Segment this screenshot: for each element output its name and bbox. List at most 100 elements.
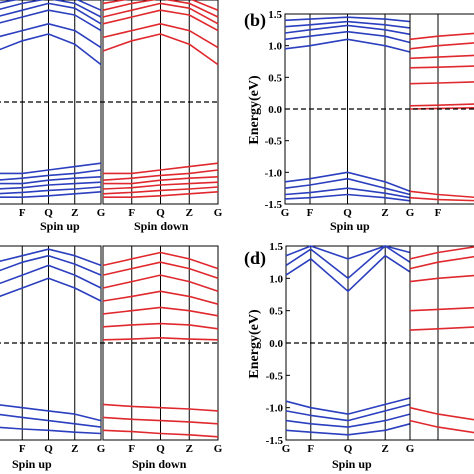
panel-a-up-band-2 [0, 0, 102, 18]
panel-d-down-band-5 [409, 406, 474, 421]
panel-a-down-band-9 [102, 181, 219, 190]
panel-c-up-band-2 [0, 264, 102, 289]
panel-a-up-band-3 [0, 0, 102, 11]
panel-c-down-kpoint-label: Z [186, 443, 193, 455]
panel-b-up-band-0 [284, 16, 411, 23]
panel-b-y-tick-label: 0.5 [268, 72, 282, 84]
panel-a-up-band-9 [0, 181, 102, 190]
panel-a-spin-down-label: Spin down [134, 219, 189, 233]
panel-a-down-kpoint-label: F [128, 207, 135, 219]
panel-d-down-band-4 [409, 326, 474, 331]
panel-b-y-axis-label: Energy(eV) [247, 75, 262, 145]
panel-b-up-band-8 [284, 193, 411, 202]
panel-d-up-kpoint-label: G [282, 443, 291, 455]
panel-a-down-band-0 [102, 9, 219, 32]
panel-b-y-tick-label: -1.0 [265, 167, 283, 179]
panel-b-up-band-3 [284, 30, 411, 44]
panel-b-up-kpoint-label: Z [381, 207, 388, 219]
panel-c-up-band-1 [0, 254, 102, 276]
panel-d-up-kpoint-label: G [406, 443, 415, 455]
panel-c-up-band-6 [0, 426, 102, 435]
panel-c-up-band-4 [0, 404, 102, 422]
panel-d-down-band-3 [409, 306, 474, 312]
panel-b-y-tick-label: 1.5 [268, 9, 282, 21]
panel-d: G F Q Z G-1.5-1.0-0.50.00.51.01.5 [266, 241, 474, 455]
panel-a-down-band-11 [103, 191, 219, 198]
panel-c-down-kpoint-label: Q [156, 443, 165, 455]
panel-c-up-kpoint-label: F [19, 443, 26, 455]
panel-c-down-band-9 [102, 429, 219, 438]
panel-a-up-band-5 [0, 22, 102, 49]
panel-c-up-kpoint-label: G [97, 443, 106, 455]
panel-d-y-tick-label: -1.0 [266, 403, 284, 415]
panel-c-up-band-0 [0, 248, 102, 267]
panel-d-down-band-6 [409, 419, 474, 434]
panel-b-y-tick-label: -1.5 [265, 199, 283, 211]
panel-a-up-band-6 [0, 162, 102, 175]
panel-b-label: (b) [244, 10, 266, 31]
panel-b-up-band-4 [284, 38, 411, 53]
panel-a-up-band-1 [0, 2, 102, 25]
panel-d-up-kpoint-label: F [307, 443, 314, 455]
panel-c-down-band-1 [102, 261, 219, 280]
panel-d-up-band-6 [285, 423, 411, 436]
panel-c-up-kpoint-label: Q [44, 443, 53, 455]
panel-c-up-kpoint-label: Z [71, 443, 78, 455]
panel-a-spin-up-label: Spin up [40, 219, 80, 233]
panel-a-down-kpoint-label: G [214, 207, 223, 219]
panel-b-down-band-4 [409, 81, 474, 85]
panel-b-down-band-8 [409, 196, 474, 202]
panel-a-down-band-5 [102, 22, 219, 49]
panel-b-up-band-6 [284, 177, 411, 196]
panel-a-up-band-4 [0, 33, 102, 66]
panel-d-up-band-4 [285, 403, 411, 422]
panel-b-up-kpoint-label: G [281, 207, 290, 219]
panel-c-down-band-2 [102, 274, 219, 293]
panel-d-down-band-2 [409, 274, 474, 283]
panel-c-up-band-3 [0, 277, 102, 302]
panel-a-down-band-8 [103, 176, 219, 185]
panel-d-up-band-3 [285, 397, 411, 415]
panel-d-y-tick-label: 1.5 [269, 241, 283, 253]
panel-d-label: (d) [244, 248, 266, 269]
panel-d-y-tick-label: 1.0 [269, 273, 283, 285]
panel-d-spin-up-label: Spin up [332, 457, 372, 471]
panel-c-spin-up-label: Spin up [12, 457, 52, 471]
panel-d-up-band-2 [285, 245, 411, 260]
panel-a-up-band-0 [0, 9, 102, 32]
panel-d-y-tick-label: -1.5 [266, 435, 284, 447]
panel-b-up-band-1 [284, 20, 411, 29]
panel-d-down-band-1 [409, 255, 474, 270]
panel-a-down-kpoint-label: Q [156, 207, 165, 219]
panel-a-down-band-6 [103, 162, 219, 175]
panel-c-down-band-8 [102, 416, 219, 425]
panel-a-down-band-4 [102, 33, 219, 66]
panel-b-down-band-3 [409, 65, 474, 69]
panel-b-spin-up-label: Spin up [330, 219, 370, 233]
panel-a-down-band-1 [102, 2, 219, 25]
panel-b-up-kpoint-label: G [406, 207, 415, 219]
panel-b-up-kpoint-label: Q [343, 207, 352, 219]
panel-a-up-band-7 [0, 169, 102, 181]
panel-d-down-band-0 [409, 246, 474, 260]
panel-a-down-band-2 [102, 0, 219, 18]
panel-a-up-kpoint-label: G [97, 207, 106, 219]
panel-c-down-band-5 [102, 322, 219, 330]
panel-b-up-band-2 [284, 24, 411, 36]
panel-c-down-band-6 [102, 336, 219, 341]
panel-a-up-kpoint-label: Z [71, 207, 78, 219]
panel-c-down-band-7 [102, 403, 219, 412]
panel-d-y-tick-label: 0.5 [269, 306, 283, 318]
panel-a-down-band-10 [102, 186, 219, 195]
panel-c-down-band-4 [102, 306, 219, 317]
panel-a-down-kpoint-label: Z [186, 207, 193, 219]
panel-a-up-kpoint-label: F [19, 207, 26, 219]
panel-b-down-band-0 [409, 32, 474, 41]
panel-b-up-band-7 [284, 187, 411, 199]
panel-d-up-band-1 [285, 245, 411, 280]
panel-c-up-band-5 [0, 413, 102, 428]
panel-d-up-band-5 [285, 413, 411, 428]
